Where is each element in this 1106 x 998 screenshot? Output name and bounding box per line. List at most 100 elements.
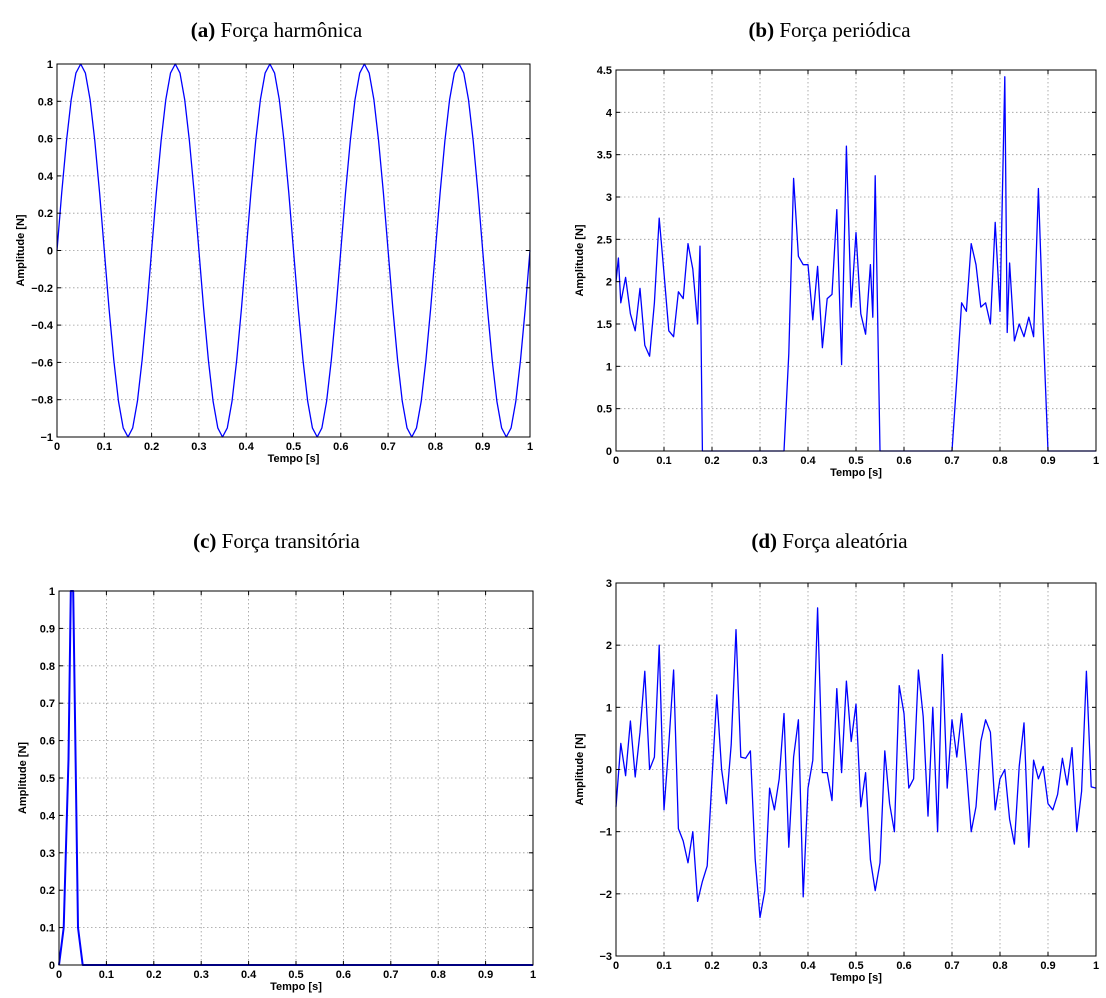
x-tick-label: 0.6 [896,960,911,972]
y-tick-label: 0.1 [40,923,55,935]
x-tick-label: 0.7 [944,455,959,467]
y-tick-label: 0.6 [38,134,53,146]
y-tick-label: 0 [47,246,53,258]
y-tick-label: 3.5 [597,150,612,162]
x-tick-label: 0.8 [428,441,443,453]
y-tick-label: 0 [606,446,612,458]
x-tick-label: 0.1 [99,969,114,981]
x-tick-label: 0.3 [194,969,209,981]
y-tick-label: 1.5 [597,319,612,331]
x-tick-label: 0.5 [848,455,863,467]
x-axis-label: Tempo [s] [270,981,322,993]
series-line [615,607,1097,919]
x-tick-label: 0.9 [475,441,490,453]
x-tick-label: 0 [54,441,60,453]
panel-label-b: (b) [748,18,775,42]
y-axis-label: Amplitude [N] [15,214,27,286]
x-tick-label: 0.5 [288,969,303,981]
y-tick-label: −0.2 [31,283,53,295]
y-tick-label: 2 [606,277,612,289]
panel-title-a: (a) Força harmônica [0,18,553,43]
x-tick-label: 0.2 [704,455,719,467]
y-tick-label: 1 [47,59,53,71]
y-tick-label: 0.2 [38,208,53,220]
x-tick-label: 0.5 [286,441,301,453]
y-tick-label: 3 [606,578,612,590]
x-tick-label: 0.1 [656,960,671,972]
x-tick-label: 0 [56,969,62,981]
x-tick-label: 0.9 [1040,455,1055,467]
x-tick-label: 0.3 [752,455,767,467]
y-tick-label: 0.4 [38,171,54,183]
x-tick-label: 0.6 [896,455,911,467]
y-tick-label: 0.8 [40,661,55,673]
y-tick-label: 1 [606,361,612,373]
series-line [615,76,1096,452]
y-tick-label: 0.4 [40,810,56,822]
x-tick-label: 0.3 [191,441,206,453]
x-tick-label: 1 [530,969,536,981]
panel-label-c: (c) [193,529,217,553]
y-tick-label: 0.3 [40,848,55,860]
x-tick-label: 0 [613,455,619,467]
y-tick-label: 3 [606,192,612,204]
y-axis-label: Amplitude [N] [17,742,29,814]
x-tick-label: 0.1 [97,441,112,453]
panel-title-text-d: Força aleatória [782,529,908,553]
y-tick-label: 0 [49,960,55,972]
x-tick-label: 0.7 [380,441,395,453]
x-tick-label: 0.7 [383,969,398,981]
x-tick-label: 0.6 [336,969,351,981]
x-tick-label: 0.4 [800,455,816,467]
x-tick-label: 0.3 [752,960,767,972]
y-tick-label: −0.4 [31,320,54,332]
x-tick-label: 0.8 [992,960,1007,972]
y-tick-label: 4 [606,107,613,119]
x-tick-label: 0.5 [848,960,863,972]
panel-c: (c) Força transitória 0 0.1 0.2 0.3 0.4 0.5 0.… [0,499,553,998]
y-axis-label: Amplitude [N] [574,733,586,805]
x-tick-label: 0.2 [146,969,161,981]
y-tick-label: 0.7 [40,698,55,710]
x-axis-label: Tempo [s] [830,467,882,479]
y-tick-label: −1 [40,432,53,444]
chart-transient-force: 0 0.1 0.2 0.3 0.4 0.5 0.6 0.7 0.8 0.9 1 0 0.1 0.2 0.3 0… [17,586,536,993]
x-tick-label: 0.4 [241,969,257,981]
panel-title-b: (b) Força periódica [553,18,1106,43]
x-tick-label: 1 [1093,960,1099,972]
chart-random-force: 0 0.1 0.2 0.3 0.4 0.5 0.6 0.7 0.8 0.9 1 −3 −2 −1 0 1 2 3 T… [574,578,1099,984]
series-line [56,63,531,438]
x-tick-label: 0.4 [239,441,255,453]
x-tick-label: 0.2 [144,441,159,453]
x-tick-label: 0.9 [478,969,493,981]
panel-label-a: (a) [190,18,216,42]
y-tick-label: −3 [599,951,612,963]
x-axis-label: Tempo [s] [268,453,320,465]
panel-title-d: (d) Força aleatória [553,529,1106,554]
y-axis-label: Amplitude [N] [574,224,586,296]
y-tick-label: −1 [599,827,612,839]
chart-periodic-force: 0 0.1 0.2 0.3 0.4 0.5 0.6 0.7 0.8 0.9 1 0 0.5 1 1.5 2 2.… [574,65,1099,479]
y-tick-label: 0.8 [38,96,53,108]
y-tick-label: 0.5 [597,404,612,416]
panel-d: (d) Força aleatória 0 0.1 0.2 0.3 0.4 0.5 0.6 0… [553,499,1106,998]
panel-title-text-a: Força harmônica [220,18,363,42]
y-tick-label: 1 [606,702,612,714]
x-tick-label: 0.9 [1040,960,1055,972]
y-tick-label: 1 [49,586,55,598]
x-axis-label: Tempo [s] [830,972,882,984]
x-tick-label: 0.8 [992,455,1007,467]
y-tick-label: 0.2 [40,885,55,897]
x-tick-label: 1 [1093,455,1099,467]
x-tick-label: 0.1 [656,455,671,467]
y-tick-label: −2 [599,889,612,901]
y-tick-label: 0 [606,765,612,777]
x-tick-label: 0.7 [944,960,959,972]
panel-title-c: (c) Força transitória [0,529,553,554]
y-tick-label: −0.8 [31,395,53,407]
y-tick-label: −0.6 [31,357,53,369]
panel-a: (a) Força harmônica 0 0.1 0.2 0.3 0.4 0.5 0.6 0… [0,0,553,499]
panel-label-d: (d) [751,529,778,553]
y-tick-label: 0.9 [40,623,55,635]
y-tick-label: 0.5 [40,773,55,785]
